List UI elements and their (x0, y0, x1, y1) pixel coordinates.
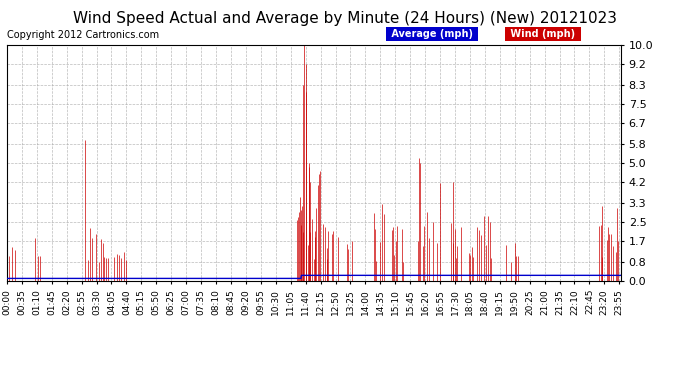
Text: Wind Speed Actual and Average by Minute (24 Hours) (New) 20121023: Wind Speed Actual and Average by Minute … (73, 11, 617, 26)
Text: Copyright 2012 Cartronics.com: Copyright 2012 Cartronics.com (7, 30, 159, 40)
Text: Average (mph): Average (mph) (388, 29, 476, 39)
Text: Wind (mph): Wind (mph) (507, 29, 579, 39)
